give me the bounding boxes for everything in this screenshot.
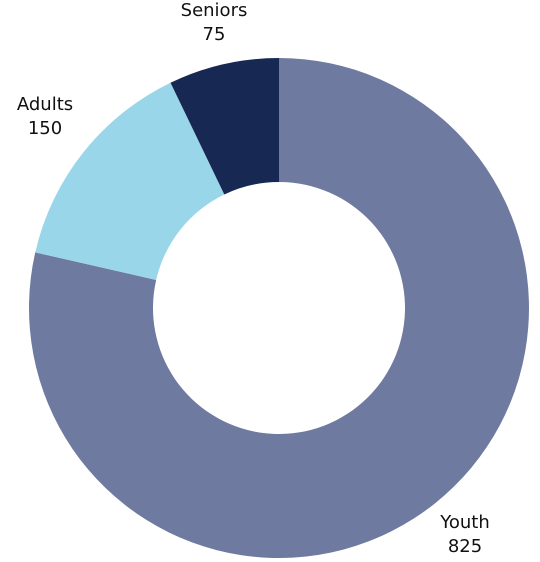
data-label-seniors: Seniors 75 (181, 0, 248, 45)
data-label-adults: Adults 150 (17, 94, 73, 139)
data-label-category: Youth (439, 512, 490, 533)
data-label-value: 825 (448, 536, 482, 557)
data-label-category: Adults (17, 94, 73, 115)
donut-slice-youth (28, 58, 530, 558)
donut-slice-adults (35, 82, 225, 280)
donut-slice-seniors (170, 58, 279, 195)
data-label-youth: Youth 825 (439, 512, 490, 557)
data-label-value: 150 (28, 118, 62, 139)
data-label-value: 75 (203, 24, 226, 45)
data-label-category: Seniors (181, 0, 248, 21)
